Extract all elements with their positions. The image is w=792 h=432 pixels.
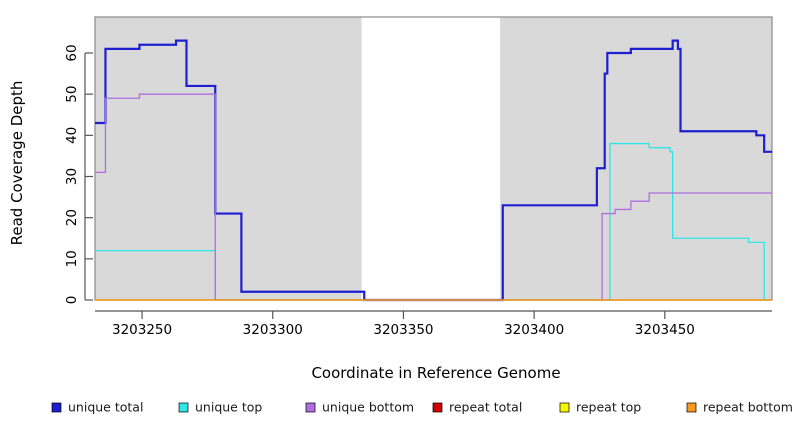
x-tick-label-3203250: 3203250: [112, 322, 172, 338]
y-tick-label-20: 20: [64, 209, 80, 226]
shaded-region-1: [500, 17, 772, 300]
panel-shaded-regions: [95, 17, 772, 300]
axis-layer: [84, 52, 772, 319]
legend-label: unique top: [195, 400, 262, 415]
chart-legend: unique total unique top unique bottom repea…: [51, 400, 792, 415]
legend-item-repeat-bottom[interactable]: repeat bottom: [686, 400, 792, 415]
y-tick-label-50: 50: [64, 86, 80, 103]
legend-swatch: [686, 402, 697, 413]
legend-item-unique-total[interactable]: unique total: [51, 400, 143, 415]
x-axis-title: Coordinate in Reference Genome: [311, 364, 560, 382]
y-axis-title: Read Coverage Depth: [8, 81, 26, 246]
legend-label: unique bottom: [322, 400, 414, 415]
legend-label: unique total: [68, 400, 143, 415]
y-tick-label-10: 10: [64, 250, 80, 267]
series-line-unique-total: [95, 39, 772, 302]
legend-label: repeat top: [576, 400, 641, 415]
y-tick-label-40: 40: [64, 127, 80, 144]
shaded-region-0: [95, 17, 362, 300]
y-tick-label-30: 30: [64, 168, 80, 185]
tick-label-layer: 0 10 20 30 40 50 60 3203250 3203300 3203350 320340…: [64, 44, 695, 338]
legend-item-repeat-top[interactable]: repeat top: [559, 400, 641, 415]
legend-label: repeat total: [449, 400, 522, 415]
legend-item-unique-top[interactable]: unique top: [178, 400, 262, 415]
legend-swatch: [305, 402, 316, 413]
legend-label: repeat bottom: [703, 400, 792, 415]
series-layer: [95, 39, 772, 302]
legend-swatch: [51, 402, 62, 413]
x-tick-label-3203350: 3203350: [373, 322, 433, 338]
legend-swatch: [178, 402, 189, 413]
x-tick-label-3203300: 3203300: [243, 322, 303, 338]
legend-item-repeat-total[interactable]: repeat total: [432, 400, 522, 415]
x-tick-label-3203450: 3203450: [635, 322, 695, 338]
legend-item-unique-bottom[interactable]: unique bottom: [305, 400, 414, 415]
legend-swatch: [432, 402, 443, 413]
x-tick-label-3203400: 3203400: [504, 322, 564, 338]
y-tick-label-0: 0: [64, 296, 80, 305]
legend-swatch: [559, 402, 570, 413]
y-tick-label-60: 60: [64, 44, 80, 61]
